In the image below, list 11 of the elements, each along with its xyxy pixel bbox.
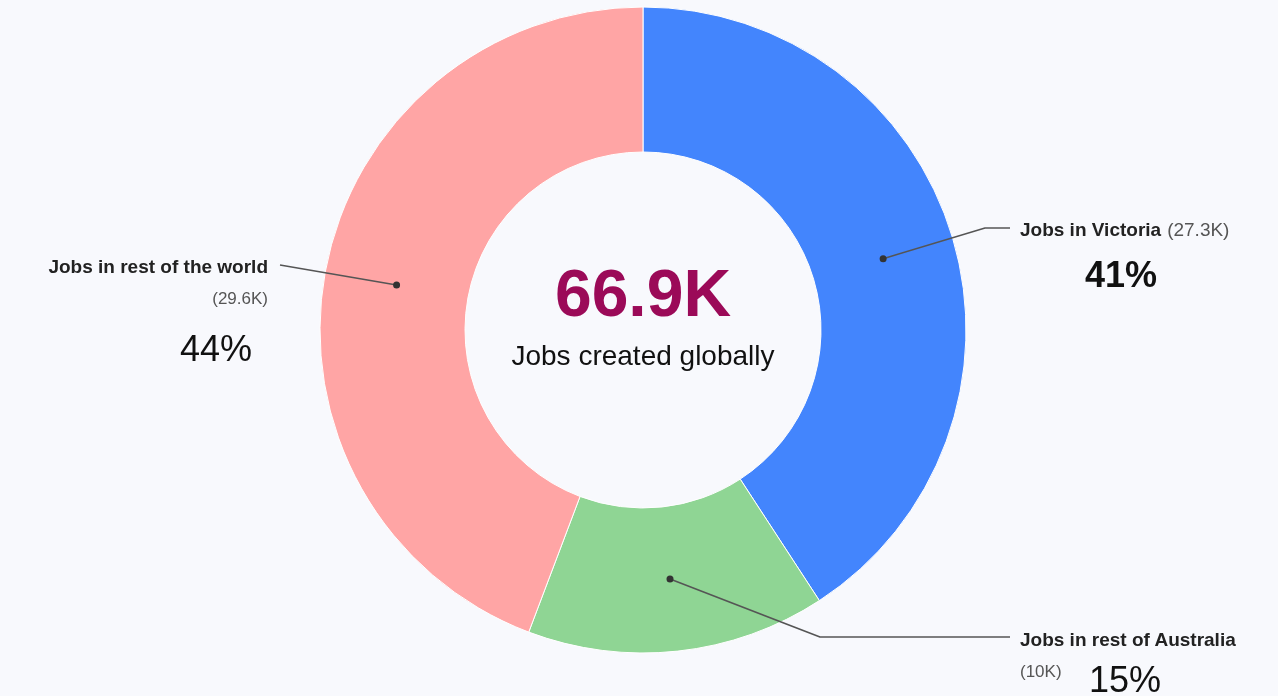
data-label: (27.3K) (1167, 219, 1230, 240)
text: 44% (179, 328, 253, 369)
text: 41% (1084, 254, 1158, 295)
text: Jobs created globally (511, 340, 775, 371)
slice-label: Jobs in rest of Australia (1020, 629, 1237, 650)
text: 66.9K (554, 256, 732, 330)
text: 15% (1088, 659, 1162, 696)
data-label: (29.6K) (212, 289, 268, 308)
slice-label: Jobs in Victoria (1020, 219, 1162, 240)
data-label: (10K) (1020, 662, 1062, 681)
slice-label: Jobs in rest of the world (48, 256, 268, 277)
